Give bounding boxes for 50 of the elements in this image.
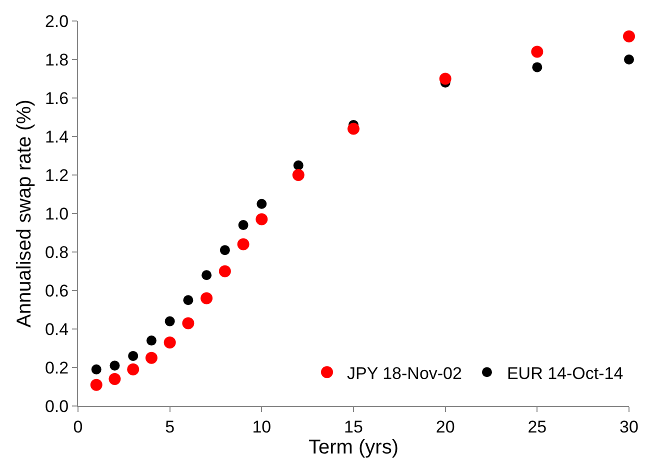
point bbox=[110, 360, 120, 371]
point bbox=[238, 220, 248, 230]
point bbox=[128, 350, 138, 361]
x-tick-label: 5 bbox=[165, 417, 175, 436]
x-axis-title: Term (yrs) bbox=[308, 436, 398, 458]
point bbox=[532, 62, 542, 72]
point bbox=[127, 363, 140, 376]
point bbox=[256, 213, 268, 226]
x-tick-label: 30 bbox=[620, 417, 638, 436]
y-axis-title: Annualised swap rate (%) bbox=[13, 100, 36, 328]
point bbox=[164, 336, 176, 348]
point bbox=[91, 364, 102, 374]
x-tick-label: 20 bbox=[436, 417, 455, 436]
point bbox=[182, 317, 194, 330]
point bbox=[218, 265, 231, 278]
point bbox=[624, 54, 634, 64]
point bbox=[164, 316, 175, 326]
x-tick-label: 0 bbox=[73, 417, 83, 436]
point bbox=[237, 238, 250, 250]
point bbox=[90, 378, 102, 391]
point bbox=[202, 270, 212, 280]
legend-label: JPY 18-Nov-02 bbox=[347, 364, 462, 383]
y-tick-label: 0.6 bbox=[44, 281, 69, 300]
y-tick-label: 1.4 bbox=[44, 127, 69, 146]
y-tick-label: 1.8 bbox=[44, 50, 69, 70]
legend-label: EUR 14-Oct-14 bbox=[506, 364, 624, 383]
point bbox=[146, 336, 156, 346]
point bbox=[293, 160, 304, 170]
point bbox=[439, 72, 452, 85]
x-tick-label: 25 bbox=[528, 417, 547, 436]
y-tick-label: 1.6 bbox=[44, 88, 69, 108]
point bbox=[200, 292, 213, 304]
point bbox=[108, 373, 121, 386]
x-tick-label: 10 bbox=[252, 417, 272, 436]
point bbox=[531, 46, 544, 58]
point bbox=[145, 352, 158, 364]
point bbox=[348, 122, 360, 135]
point bbox=[256, 198, 267, 209]
y-tick-label: 1.0 bbox=[44, 204, 69, 224]
y-tick-label: 0.0 bbox=[44, 396, 69, 416]
point bbox=[292, 169, 304, 181]
y-tick-label: 0.2 bbox=[44, 358, 69, 378]
y-tick-label: 1.2 bbox=[44, 166, 69, 185]
y-tick-label: 0.4 bbox=[44, 320, 69, 339]
y-tick-label: 2.0 bbox=[44, 12, 69, 31]
point bbox=[220, 245, 230, 256]
point bbox=[183, 295, 194, 306]
y-tick-label: 0.8 bbox=[44, 242, 69, 262]
point bbox=[623, 30, 635, 42]
x-tick-label: 15 bbox=[344, 417, 363, 436]
